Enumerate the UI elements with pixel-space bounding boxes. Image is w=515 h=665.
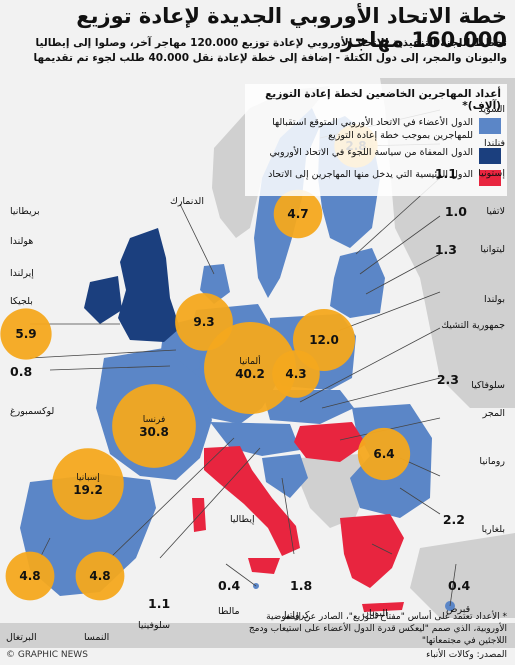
label-italy: إيطاليا: [230, 514, 255, 525]
bubble-layer: 2.84.79.35.912.0ألمانيا40.24.3فرنسا30.86…: [0, 124, 411, 601]
bubble-value-belgium: 5.9: [15, 327, 36, 341]
label-portugal: البرتغال: [6, 632, 37, 643]
bubble-spain: [52, 448, 124, 520]
label-malta: مالطا: [218, 606, 240, 617]
value-luxembourg: 0.8: [10, 364, 33, 379]
italy-shape: [204, 446, 300, 556]
bubble-name-france: فرنسا: [143, 415, 166, 425]
credit: © GRAPHIC NEWS: [6, 650, 88, 660]
label-greece: اليونان: [362, 608, 388, 619]
leader-lines: [29, 109, 457, 607]
bubble-austria: [75, 551, 125, 601]
bubble-czech: [272, 350, 320, 398]
value-slovenia: 1.1: [148, 596, 171, 611]
label-latvia: لاتفيا: [486, 206, 505, 217]
label-cyprus: قبرص: [446, 604, 471, 615]
bubble-value-poland: 12.0: [309, 333, 339, 347]
bubble-value-sweden: 4.7: [287, 207, 308, 221]
footnote: * الأعداد تعتمد على أساس "مفتاح التوزيع"…: [248, 612, 507, 646]
label-slovakia: سلوفاكيا: [471, 380, 505, 391]
legend-swatch-receiving: [479, 118, 501, 134]
bubble-value-romania: 6.4: [373, 447, 394, 461]
turkey-land: [410, 533, 515, 618]
label-netherlands: هولندا: [10, 236, 34, 247]
legend-label-exempt: الدول المعفاة من سياسة اللجوء في الاتحاد…: [269, 147, 473, 158]
label-slovenia: سلوفينيا: [138, 620, 171, 631]
bubble-value-france: 30.8: [139, 425, 169, 439]
legend-swatch-exempt: [479, 148, 501, 164]
value-latvia: 1.0: [444, 204, 467, 219]
label-romania: رومانيا: [479, 456, 505, 467]
label-hungary: المجر: [482, 408, 505, 419]
bubble-value-netherlands: 9.3: [193, 315, 214, 329]
bubble-name-germany: ألمانيا: [239, 355, 260, 367]
value-bulgaria: 2.2: [442, 512, 465, 527]
legend-item-entry: الدول الرئيسية التي يدخل منها المهاجرين …: [249, 168, 501, 186]
subtitle: تخطط اللجنة التنفيذية للاتحاد الأوروبي ل…: [33, 37, 508, 64]
value-croatia: 1.8: [290, 578, 313, 593]
label-belgium: بلجيكا: [10, 296, 33, 307]
czech-slovakia-shape: [262, 390, 354, 424]
value-cyprus: 0.4: [448, 578, 471, 593]
bubble-value-germany: 40.2: [235, 367, 265, 381]
label-austria: النمسا: [84, 632, 110, 643]
crete-shape: [362, 602, 404, 612]
label-czech: جمهورية التشيك: [441, 320, 505, 331]
page-title: خطة الاتحاد الأوروبي الجديدة لإعادة توزي…: [76, 4, 507, 52]
legend-swatch-entry: [479, 170, 501, 186]
label-britain: بريطانيا: [10, 206, 40, 217]
value-slovakia: 2.3: [436, 372, 459, 387]
bubble-value-czech: 4.3: [285, 367, 306, 381]
value-lithuania: 1.3: [434, 242, 457, 257]
bubble-sweden: [273, 189, 323, 239]
sicily-shape: [248, 558, 280, 574]
label-poland: بولندا: [484, 294, 505, 305]
bubble-value-austria: 4.8: [89, 569, 110, 583]
legend-title: أعداد المهاجرين الخاضعين لخطة إعادة التو…: [265, 88, 501, 112]
bubble-value-portugal: 4.8: [19, 569, 40, 583]
north-africa-land: [0, 623, 515, 648]
baltic-shape: [330, 248, 385, 318]
hungary-shape: [294, 422, 366, 462]
label-croatia: كرواتيا: [284, 610, 310, 621]
bubble-portugal: [5, 551, 55, 601]
balkans-nonEU-land: [300, 454, 372, 528]
croatia-shape: [262, 454, 308, 498]
legend-label-receiving: الدول الأعضاء في الاتحاد الأوروبي المتوق…: [272, 117, 473, 141]
label-sweden: السويد: [478, 104, 505, 115]
label-ireland: إيرلندا: [10, 268, 34, 279]
label-bulgaria: بلغاريا: [481, 524, 505, 535]
bubble-romania: [357, 427, 411, 481]
norway-land: [212, 86, 330, 238]
value-malta: 0.4: [218, 578, 241, 593]
bubble-value-spain: 19.2: [73, 483, 103, 497]
greece-shape: [340, 514, 404, 588]
legend-label-entry: الدول الرئيسية التي يدخل منها المهاجرين …: [268, 169, 473, 180]
value-estonia: 1.1: [434, 166, 457, 181]
legend-item-exempt: الدول المعفاة من سياسة اللجوء في الاتحاد…: [249, 146, 501, 164]
bubble-france: [112, 384, 196, 468]
bubble-name-spain: إسبانيا: [76, 473, 99, 483]
source: المصدر: وكالات الأنباء: [426, 650, 507, 660]
bubble-germany: [204, 322, 296, 414]
britain-shape: [118, 228, 180, 342]
label-luxembourg: لوكسمبورغ: [10, 406, 55, 417]
legend-item-receiving: الدول الأعضاء في الاتحاد الأوروبي المتوق…: [249, 116, 501, 142]
ireland-shape: [84, 276, 122, 324]
label-denmark: الدنمارك: [170, 196, 204, 207]
legend: أعداد المهاجرين الخاضعين لخطة إعادة التو…: [245, 84, 507, 196]
label-lithuania: ليتوانيا: [480, 244, 505, 255]
label-finland: فنلندا: [483, 138, 505, 149]
label-estonia: إستونيا: [478, 168, 505, 179]
bubble-belgium: [0, 308, 52, 360]
